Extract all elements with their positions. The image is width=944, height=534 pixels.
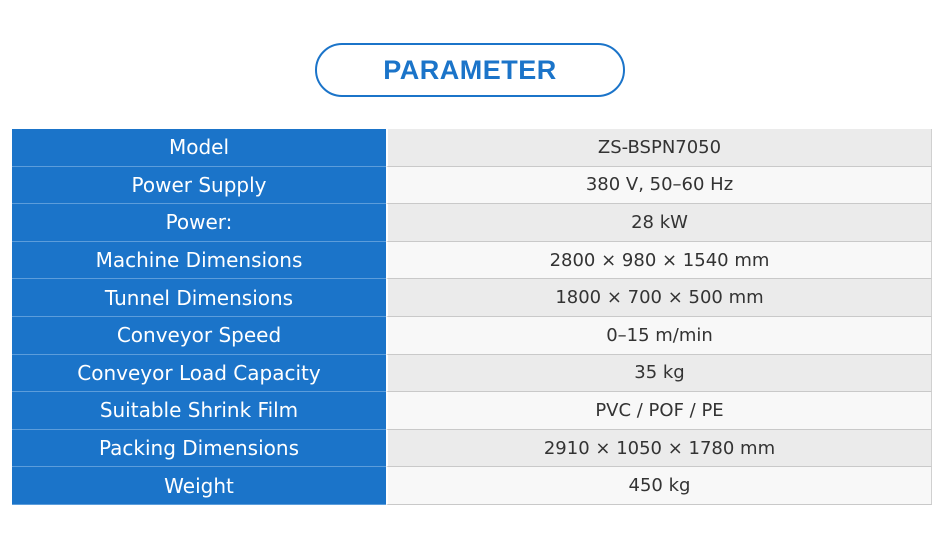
table-row: Machine Dimensions 2800 × 980 × 1540 mm	[12, 241, 932, 280]
title-badge: PARAMETER	[315, 43, 625, 97]
table-row: Conveyor Load Capacity 35 kg	[12, 354, 932, 393]
parameter-value: ZS-BSPN7050	[386, 129, 932, 167]
parameter-value: 1800 × 700 × 500 mm	[386, 279, 932, 317]
parameter-name: Power Supply	[12, 166, 386, 205]
parameter-name: Suitable Shrink Film	[12, 392, 386, 430]
parameter-name: Power:	[12, 204, 386, 242]
parameter-value: 2800 × 980 × 1540 mm	[386, 241, 932, 280]
table-row: Conveyor Speed 0–15 m/min	[12, 316, 932, 355]
parameter-value: 0–15 m/min	[386, 316, 932, 355]
parameter-value: 380 V, 50–60 Hz	[386, 166, 932, 205]
table-row: Suitable Shrink Film PVC / POF / PE	[12, 392, 932, 430]
parameter-value: 2910 × 1050 × 1780 mm	[386, 429, 932, 468]
parameter-name: Conveyor Load Capacity	[12, 354, 386, 393]
table-row: Weight 450 kg	[12, 467, 932, 505]
parameter-name: Model	[12, 129, 386, 167]
table-row: Power: 28 kW	[12, 204, 932, 242]
parameter-value: 450 kg	[386, 467, 932, 505]
parameter-name: Conveyor Speed	[12, 316, 386, 355]
table-row: Packing Dimensions 2910 × 1050 × 1780 mm	[12, 429, 932, 468]
parameter-table: Model ZS-BSPN7050 Power Supply 380 V, 50–60…	[12, 129, 932, 505]
parameter-value: PVC / POF / PE	[386, 392, 932, 430]
parameter-name: Packing Dimensions	[12, 429, 386, 468]
parameter-name: Weight	[12, 467, 386, 505]
table-row: Model ZS-BSPN7050	[12, 129, 932, 167]
parameter-name: Machine Dimensions	[12, 241, 386, 280]
parameter-value: 35 kg	[386, 354, 932, 393]
parameter-name: Tunnel Dimensions	[12, 279, 386, 317]
parameter-value: 28 kW	[386, 204, 932, 242]
table-row: Tunnel Dimensions 1800 × 700 × 500 mm	[12, 279, 932, 317]
table-row: Power Supply 380 V, 50–60 Hz	[12, 166, 932, 205]
